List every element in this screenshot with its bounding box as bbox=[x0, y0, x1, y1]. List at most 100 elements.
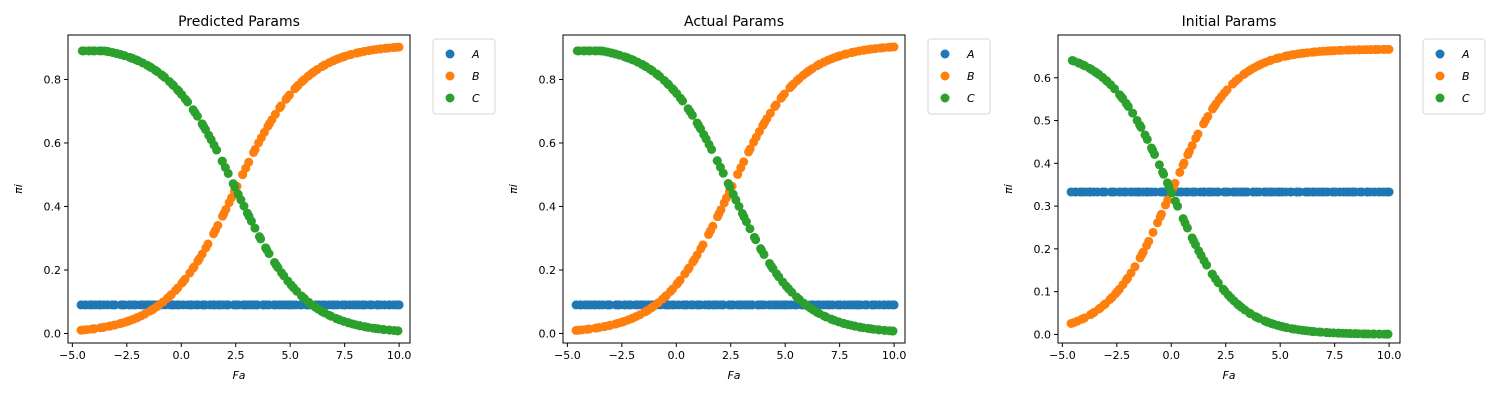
x-tick-label: 7.5 bbox=[831, 349, 849, 362]
data-point-B bbox=[745, 144, 755, 154]
x-tick-label: 7.5 bbox=[336, 349, 354, 362]
data-point-C bbox=[212, 145, 222, 155]
y-tick-label: 0.6 bbox=[1034, 72, 1052, 85]
plot-area bbox=[1057, 34, 1401, 344]
data-point-B bbox=[1148, 227, 1158, 237]
x-tick-label: 5.0 bbox=[776, 349, 794, 362]
data-point-B bbox=[244, 157, 254, 167]
legend-marker-C bbox=[940, 93, 950, 103]
data-point-B bbox=[180, 274, 190, 284]
data-point-B bbox=[1384, 44, 1394, 54]
legend: ABC bbox=[1422, 38, 1486, 115]
data-point-B bbox=[1179, 158, 1189, 168]
data-point-C bbox=[1173, 201, 1183, 211]
data-point-C bbox=[1159, 169, 1169, 179]
y-tick-label: 0.4 bbox=[44, 200, 62, 213]
data-point-C bbox=[707, 144, 717, 154]
data-point-C bbox=[1213, 278, 1223, 288]
data-point-C bbox=[250, 223, 260, 233]
data-point-B bbox=[221, 204, 231, 214]
y-tick-label: 0.0 bbox=[1034, 328, 1052, 341]
data-point-C bbox=[264, 249, 274, 259]
legend-label-C: C bbox=[967, 92, 975, 105]
x-tick-label: −5.0 bbox=[1049, 349, 1076, 362]
x-tick-label: −2.5 bbox=[608, 349, 635, 362]
x-tick-label: 2.5 bbox=[227, 349, 245, 362]
data-point-B bbox=[276, 101, 286, 111]
data-point-C bbox=[246, 216, 256, 226]
data-point-B bbox=[394, 42, 404, 52]
plot-area bbox=[562, 34, 906, 344]
x-axis-label: Fa bbox=[232, 369, 245, 382]
data-point-B bbox=[716, 205, 726, 215]
y-tick-label: 0.8 bbox=[44, 73, 62, 86]
chart-title: Predicted Params bbox=[178, 14, 300, 30]
legend-label-B: B bbox=[1462, 70, 1470, 83]
y-axis-label: πi bbox=[1002, 184, 1015, 194]
legend-label-C: C bbox=[1462, 92, 1470, 105]
data-point-C bbox=[888, 326, 898, 336]
data-point-B bbox=[270, 109, 280, 119]
x-tick-label: −5.0 bbox=[59, 349, 86, 362]
data-point-B bbox=[675, 275, 685, 285]
legend-label-A: A bbox=[966, 48, 975, 61]
data-point-B bbox=[1163, 195, 1173, 205]
data-point-C bbox=[1150, 149, 1160, 159]
x-tick-label: 0.0 bbox=[1163, 349, 1181, 362]
data-point-B bbox=[779, 89, 789, 99]
x-tick-label: −5.0 bbox=[554, 349, 581, 362]
data-point-C bbox=[1142, 134, 1152, 144]
data-point-A bbox=[1384, 187, 1394, 197]
legend-marker-C bbox=[1435, 93, 1445, 103]
x-axis-label: Fa bbox=[727, 369, 740, 382]
data-point-C bbox=[759, 249, 769, 259]
x-tick-label: 10.0 bbox=[882, 349, 907, 362]
data-point-C bbox=[1136, 122, 1146, 132]
x-tick-label: 10.0 bbox=[387, 349, 412, 362]
data-point-C bbox=[678, 96, 688, 106]
legend-label-A: A bbox=[471, 48, 480, 61]
legend-box bbox=[432, 38, 496, 115]
y-tick-label: 0.0 bbox=[539, 327, 557, 340]
plot-area bbox=[67, 34, 411, 344]
chart-panel-3: Initial Params −5.0 −2.5 0.0 2.5 5.0 7.5 10.0 0.… bbox=[1002, 14, 1486, 382]
y-tick-label: 0.6 bbox=[539, 137, 557, 150]
x-tick-label: 2.5 bbox=[722, 349, 740, 362]
data-point-C bbox=[1202, 260, 1212, 270]
data-point-C bbox=[741, 217, 751, 227]
x-tick-label: 0.0 bbox=[173, 349, 191, 362]
data-point-B bbox=[284, 90, 294, 100]
data-point-B bbox=[213, 221, 223, 231]
x-tick-label: −2.5 bbox=[113, 349, 140, 362]
legend-marker-C bbox=[445, 93, 455, 103]
y-tick-label: 0.4 bbox=[539, 200, 557, 213]
data-point-C bbox=[1154, 160, 1164, 170]
legend-marker-B bbox=[445, 71, 455, 81]
y-tick-label: 0.6 bbox=[44, 137, 62, 150]
y-tick-label: 0.0 bbox=[44, 327, 62, 340]
data-point-A bbox=[889, 300, 899, 310]
y-tick-label: 0.2 bbox=[44, 264, 62, 277]
data-point-C bbox=[687, 110, 697, 120]
x-tick-label: 5.0 bbox=[281, 349, 299, 362]
data-point-C bbox=[223, 168, 233, 178]
chart-title: Initial Params bbox=[1182, 14, 1277, 30]
x-axis-label: Fa bbox=[1222, 369, 1235, 382]
legend-box bbox=[927, 38, 991, 115]
legend: ABC bbox=[432, 38, 496, 115]
data-point-C bbox=[734, 201, 744, 211]
legend-label-B: B bbox=[472, 70, 480, 83]
data-point-C bbox=[751, 235, 761, 245]
y-tick-label: 0.1 bbox=[1034, 286, 1052, 299]
data-point-B bbox=[771, 100, 781, 110]
data-point-C bbox=[1383, 329, 1393, 339]
data-point-C bbox=[192, 111, 202, 121]
chart-panel-1: Predicted Params −5.0 −2.5 0.0 2.5 5.0 7.5 10.0… bbox=[12, 14, 496, 382]
legend-label-C: C bbox=[472, 92, 480, 105]
data-point-C bbox=[256, 234, 266, 244]
x-tick-label: 10.0 bbox=[1377, 349, 1402, 362]
legend: ABC bbox=[927, 38, 991, 115]
scatter-points bbox=[76, 42, 404, 336]
x-tick-label: 7.5 bbox=[1326, 349, 1344, 362]
